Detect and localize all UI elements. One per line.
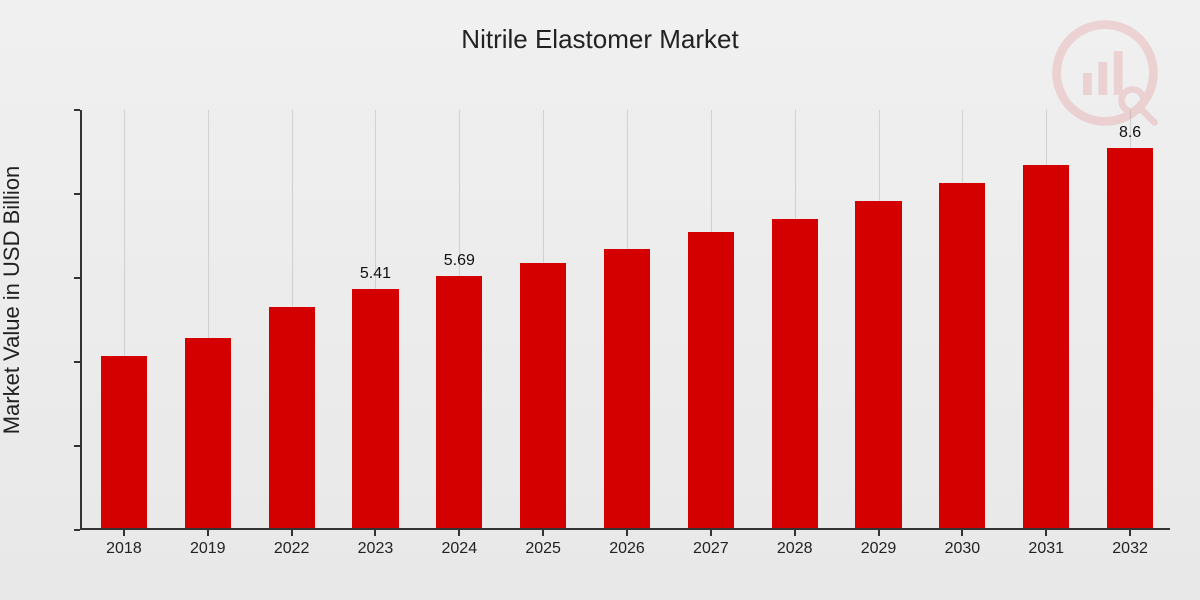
x-axis-category: 2028: [777, 540, 813, 558]
x-axis-category: 2019: [190, 540, 226, 558]
bar: [604, 249, 650, 528]
x-axis-category: 2026: [609, 540, 645, 558]
x-axis-category: 2023: [358, 540, 394, 558]
x-axis-category: 2024: [442, 540, 478, 558]
x-tick: [207, 530, 209, 536]
y-tick: [74, 193, 80, 195]
bar: [939, 183, 985, 528]
x-tick: [542, 530, 544, 536]
x-tick: [1129, 530, 1131, 536]
bar: [101, 356, 147, 528]
x-tick: [794, 530, 796, 536]
x-axis-category: 2018: [106, 540, 142, 558]
chart-title: Nitrile Elastomer Market: [0, 24, 1200, 55]
x-tick: [458, 530, 460, 536]
bar: [352, 289, 398, 528]
bar: [436, 276, 482, 528]
x-tick: [878, 530, 880, 536]
x-tick: [961, 530, 963, 536]
plot-area: 2018201920225.4120235.692024202520262027…: [80, 110, 1170, 530]
x-tick: [374, 530, 376, 536]
x-axis-category: 2025: [525, 540, 561, 558]
bar: [269, 307, 315, 528]
y-axis-label: Market Value in USD Billion: [0, 166, 25, 435]
x-tick: [626, 530, 628, 536]
bar-value-label: 5.41: [360, 265, 391, 283]
y-tick: [74, 529, 80, 531]
bar-value-label: 8.6: [1119, 124, 1141, 142]
y-tick: [74, 361, 80, 363]
x-axis-category: 2032: [1112, 540, 1148, 558]
x-axis-category: 2027: [693, 540, 729, 558]
x-tick: [291, 530, 293, 536]
y-tick: [74, 445, 80, 447]
x-axis-category: 2029: [861, 540, 897, 558]
bar: [185, 338, 231, 528]
bar: [855, 201, 901, 528]
x-axis-category: 2022: [274, 540, 310, 558]
x-axis-category: 2031: [1028, 540, 1064, 558]
bar: [772, 219, 818, 528]
bar-value-label: 5.69: [444, 252, 475, 270]
bar: [688, 232, 734, 528]
x-tick: [123, 530, 125, 536]
bar: [1023, 165, 1069, 528]
y-tick: [74, 277, 80, 279]
x-tick: [710, 530, 712, 536]
bar: [520, 263, 566, 528]
bar: [1107, 148, 1153, 528]
y-tick: [74, 109, 80, 111]
x-tick: [1045, 530, 1047, 536]
x-axis-category: 2030: [945, 540, 981, 558]
